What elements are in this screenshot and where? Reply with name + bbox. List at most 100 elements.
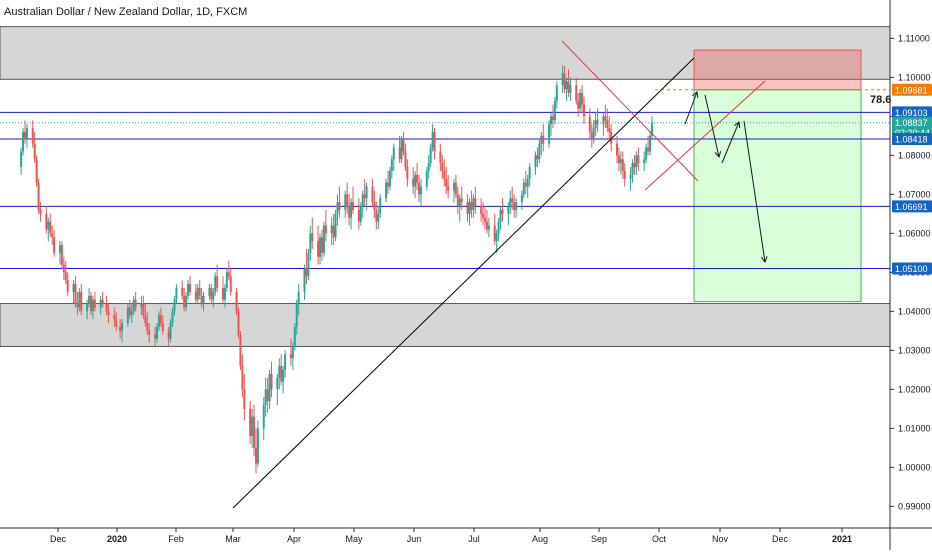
- candle: [157, 311, 160, 331]
- candle: [561, 65, 564, 93]
- candle: [344, 190, 347, 218]
- candle-body: [608, 128, 611, 132]
- candle: [223, 284, 226, 308]
- candle: [78, 287, 81, 312]
- candle-body: [373, 202, 376, 210]
- candle: [373, 190, 376, 218]
- candle: [99, 295, 102, 316]
- candle: [637, 147, 640, 171]
- candle: [80, 284, 83, 316]
- candle-body: [338, 202, 341, 210]
- candle: [319, 233, 322, 265]
- candle-body: [330, 225, 333, 234]
- candle: [522, 178, 525, 199]
- candle: [227, 260, 230, 281]
- candle-body: [406, 167, 409, 179]
- candle-body: [583, 104, 586, 117]
- candle: [185, 291, 188, 312]
- candle: [447, 174, 450, 199]
- candle: [406, 159, 409, 187]
- candle-body: [256, 428, 259, 464]
- candle: [569, 77, 572, 101]
- candle-body: [377, 213, 380, 222]
- candle-body: [128, 307, 131, 316]
- candle-body: [336, 202, 339, 214]
- candle-body: [266, 389, 269, 402]
- candle-body: [249, 408, 252, 437]
- candle-body: [173, 299, 176, 312]
- candle: [592, 120, 595, 144]
- short-position-tool[interactable]: 78.6: [655, 49, 891, 303]
- candle-body: [24, 131, 27, 140]
- candle: [550, 112, 553, 136]
- candle: [579, 89, 582, 113]
- candle: [414, 170, 417, 199]
- x-tick-label: Jul: [468, 534, 480, 544]
- candle: [472, 194, 475, 218]
- candle: [47, 217, 50, 242]
- candle: [93, 291, 96, 312]
- candle-body: [375, 209, 378, 222]
- candle: [509, 190, 512, 214]
- candle-body: [507, 206, 510, 214]
- candle-body: [414, 174, 417, 187]
- candle-body: [441, 163, 444, 171]
- candle-body: [49, 221, 52, 234]
- x-tick-label: Mar: [225, 534, 241, 544]
- candle: [520, 190, 523, 210]
- candle: [616, 135, 619, 164]
- candle-body: [621, 159, 624, 171]
- price-label: 1.08418: [892, 133, 932, 146]
- trendline-uptrend: [232, 57, 695, 509]
- candle-body: [649, 135, 651, 152]
- candle-body: [524, 182, 527, 187]
- candle-body: [616, 143, 619, 156]
- candle: [495, 229, 498, 253]
- candle-body: [460, 198, 463, 203]
- candle: [239, 330, 242, 370]
- candle: [53, 229, 56, 257]
- candle: [365, 182, 368, 210]
- candle-body: [629, 174, 632, 179]
- candle: [58, 241, 61, 265]
- candle-body: [569, 85, 572, 93]
- price-label-text: 02:20:44: [895, 128, 930, 138]
- zone-0: [0, 26, 891, 80]
- candle-body: [346, 194, 349, 207]
- candle-body: [132, 299, 135, 312]
- candle: [276, 373, 279, 405]
- candle-body: [161, 323, 164, 331]
- candle: [429, 143, 432, 168]
- candle-body: [635, 155, 638, 168]
- candle-body: [101, 299, 104, 304]
- candle-body: [311, 233, 314, 242]
- candle-body: [99, 299, 102, 308]
- candle: [565, 77, 568, 101]
- candle: [194, 284, 197, 304]
- trendline-drawings[interactable]: [232, 40, 768, 509]
- candle-body: [606, 120, 609, 129]
- position-risk-zone: [693, 49, 862, 91]
- chart-title: Australian Dollar / New Zealand Dollar, …: [4, 6, 248, 18]
- candle-body: [581, 92, 584, 105]
- x-tick-label: Aug: [532, 534, 548, 544]
- candle: [357, 198, 360, 230]
- price-label: 1.09681: [892, 83, 932, 96]
- candle-body: [499, 209, 502, 222]
- candle-body: [650, 122, 653, 136]
- candle: [134, 291, 137, 312]
- candle-body: [167, 330, 170, 339]
- candle-body: [359, 206, 362, 222]
- candle-body: [241, 365, 244, 390]
- candle-body: [93, 299, 96, 308]
- candle-body: [154, 334, 157, 339]
- candle-body: [402, 139, 405, 152]
- candle: [249, 401, 252, 444]
- candle-body: [404, 151, 407, 168]
- candle-body: [551, 116, 554, 121]
- candle: [74, 276, 77, 308]
- candle: [629, 167, 632, 191]
- candle: [256, 420, 259, 468]
